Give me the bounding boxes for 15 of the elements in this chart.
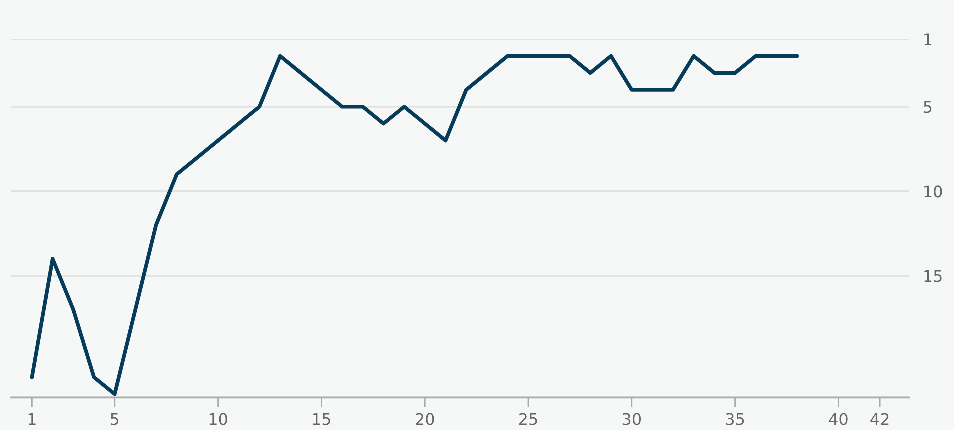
y-tick-label: 5	[924, 101, 932, 114]
x-tick-label: 40	[829, 413, 848, 426]
y-tick-label: 15	[924, 270, 942, 282]
x-tick-label: 1	[28, 413, 36, 426]
x-tick-label: 25	[520, 413, 538, 426]
x-tick-label: 5	[111, 413, 119, 426]
line-series	[30, 54, 800, 396]
x-tick-label: 35	[726, 413, 744, 426]
x-tick-label: 30	[622, 413, 642, 426]
x-tick-label: 10	[210, 413, 228, 426]
y-tick-label: 10	[924, 186, 942, 198]
x-tick-label: 42	[870, 413, 889, 426]
y-tick-label: 1	[924, 34, 932, 46]
x-tick-label: 20	[416, 413, 434, 426]
x-tick-label: 15	[313, 413, 330, 426]
